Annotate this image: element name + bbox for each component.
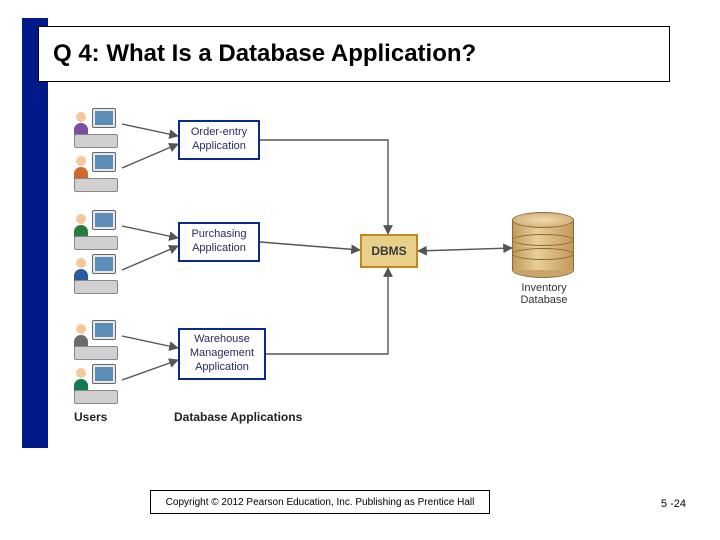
order-entry-label: Order-entryApplication	[191, 126, 247, 154]
database-label: InventoryDatabase	[514, 282, 574, 306]
warehouse-app-box: WarehouseManagementApplication	[178, 328, 266, 380]
users-column-label: Users	[74, 410, 107, 424]
user-icon-1	[70, 106, 122, 148]
user-icon-2	[70, 150, 122, 192]
diagram-area: Order-entryApplication PurchasingApplica…	[60, 100, 660, 440]
slide-title: Q 4: What Is a Database Application?	[53, 40, 476, 68]
purchasing-label: PurchasingApplication	[191, 228, 246, 256]
user-icon-5	[70, 318, 122, 360]
user-icon-3	[70, 208, 122, 250]
dbms-label: DBMS	[371, 244, 406, 258]
page-number: 5 -24	[661, 498, 686, 510]
apps-column-label: Database Applications	[174, 410, 302, 424]
user-icon-6	[70, 362, 122, 404]
copyright-text: Copyright © 2012 Pearson Education, Inc.…	[166, 497, 475, 508]
purchasing-app-box: PurchasingApplication	[178, 222, 260, 262]
warehouse-label: WarehouseManagementApplication	[190, 333, 254, 374]
copyright-box: Copyright © 2012 Pearson Education, Inc.…	[150, 490, 490, 514]
slide-title-box: Q 4: What Is a Database Application?	[38, 26, 670, 82]
dbms-box: DBMS	[360, 234, 418, 268]
order-entry-app-box: Order-entryApplication	[178, 120, 260, 160]
accent-bar	[22, 18, 48, 448]
user-icon-4	[70, 252, 122, 294]
